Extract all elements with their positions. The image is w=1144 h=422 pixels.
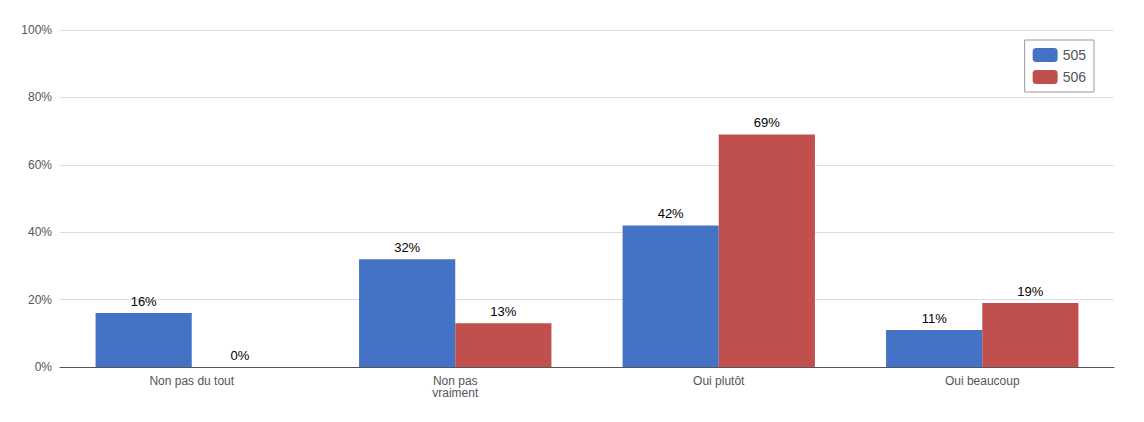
svg-text:19%: 19% <box>1017 284 1043 299</box>
svg-text:0%: 0% <box>35 360 53 374</box>
svg-text:Oui plutôt: Oui plutôt <box>693 374 745 388</box>
svg-text:100%: 100% <box>21 23 52 37</box>
svg-text:32%: 32% <box>394 240 420 255</box>
svg-text:Non pas: Non pas <box>432 374 478 388</box>
svg-text:16%: 16% <box>131 294 157 309</box>
svg-text:0%: 0% <box>230 348 249 363</box>
svg-text:20%: 20% <box>28 293 52 307</box>
svg-text:Oui beaucoup: Oui beaucoup <box>945 374 1020 388</box>
svg-text:Non pas du tout: Non pas du tout <box>149 374 234 388</box>
svg-text:69%: 69% <box>754 115 780 130</box>
svg-text:505: 505 <box>1063 47 1087 63</box>
svg-text:11%: 11% <box>922 311 947 326</box>
svg-text:42%: 42% <box>658 206 684 221</box>
svg-text:40%: 40% <box>28 225 52 239</box>
svg-text:vraiment: vraiment <box>432 386 479 400</box>
svg-text:80%: 80% <box>28 90 52 104</box>
svg-text:506: 506 <box>1063 69 1087 85</box>
svg-text:13%: 13% <box>490 304 516 319</box>
svg-text:60%: 60% <box>28 158 52 172</box>
